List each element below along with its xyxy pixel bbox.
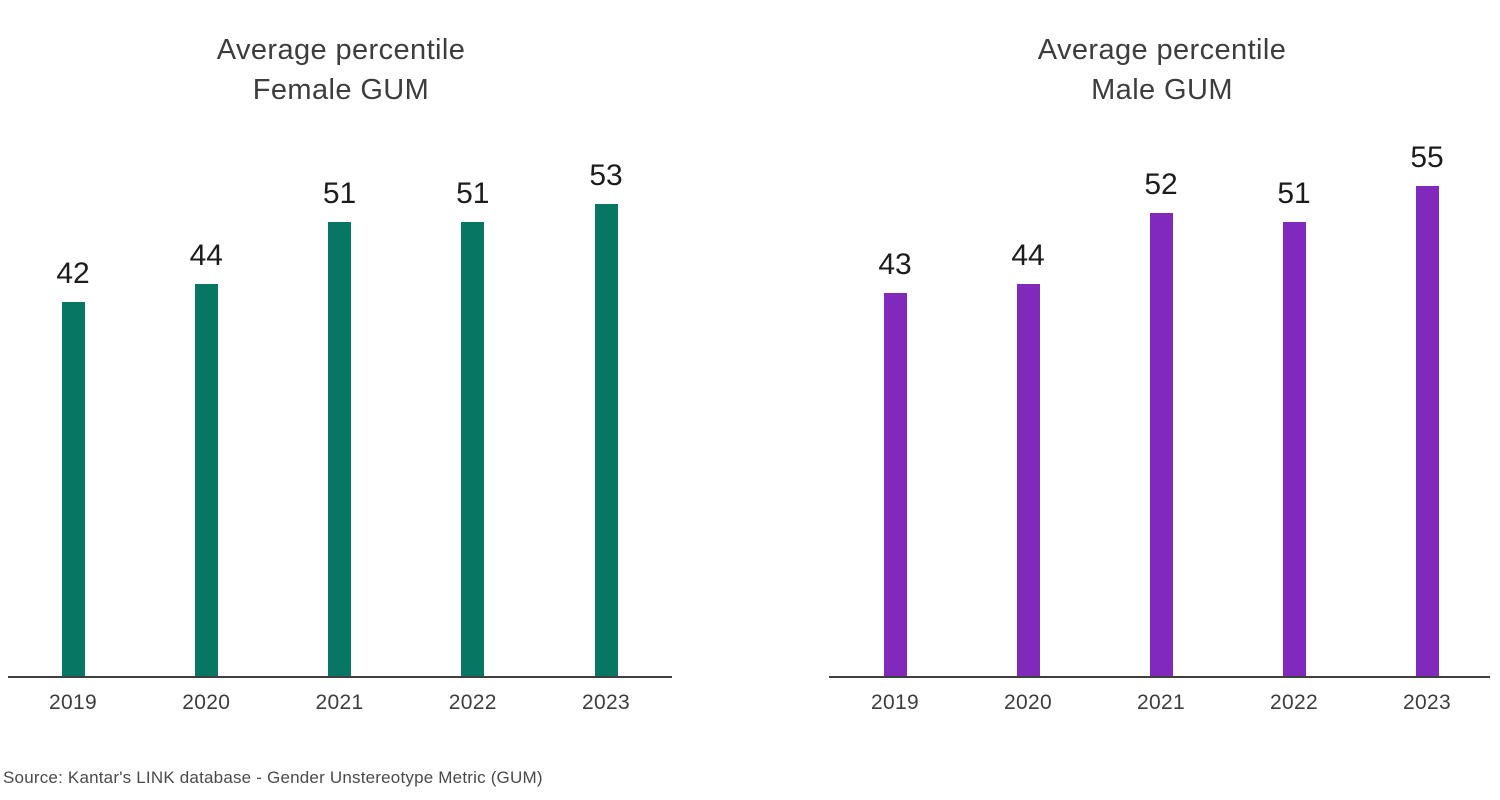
male-value-label-2023: 55: [1410, 141, 1444, 174]
female-value-label-2019: 42: [56, 257, 90, 290]
female-x-tick-2021: 2021: [315, 691, 364, 714]
male-x-tick-2023: 2023: [1403, 691, 1451, 714]
male-gum-title-line1: Average percentile: [1037, 34, 1287, 66]
male-x-tick-2020: 2020: [1004, 691, 1052, 714]
female-bar-2019: [61, 302, 85, 677]
male-value-label-2021: 52: [1144, 168, 1178, 201]
male-x-tick-2021: 2021: [1137, 691, 1185, 714]
female-value-label-2022: 51: [456, 177, 490, 210]
male-x-tick-2019: 2019: [871, 691, 919, 714]
source-note: Source: Kantar's LINK database - Gender …: [3, 768, 543, 787]
male-bar-2020: [1016, 284, 1040, 677]
female-gum-title-line2: Female GUM: [252, 74, 430, 106]
female-gum-chart-title: Average percentile Female GUM: [41, 30, 641, 110]
male-gum-chart-title: Average percentile Male GUM: [862, 30, 1462, 110]
female-bar-2020: [194, 284, 218, 677]
female-x-axis-line: [8, 676, 672, 678]
female-x-tick-2020: 2020: [182, 691, 231, 714]
female-gum-title-line1: Average percentile: [216, 34, 466, 66]
male-bar-2021: [1149, 213, 1173, 677]
male-gum-title-line2: Male GUM: [1091, 74, 1233, 106]
female-value-label-2021: 51: [322, 177, 357, 210]
male-x-tick-2022: 2022: [1270, 691, 1318, 714]
female-x-tick-2022: 2022: [448, 691, 497, 714]
male-value-label-2019: 43: [878, 248, 912, 281]
female-bar-2023: [594, 204, 618, 677]
female-value-label-2020: 44: [189, 239, 223, 272]
female-value-label-2023: 53: [589, 159, 623, 192]
male-value-label-2020: 44: [1011, 239, 1045, 272]
female-bar-2021: [328, 222, 351, 677]
female-bar-2022: [461, 222, 485, 677]
male-bar-2019: [883, 293, 907, 677]
male-bar-2022: [1282, 222, 1306, 677]
female-x-tick-2023: 2023: [582, 691, 630, 714]
male-bar-2023: [1415, 186, 1439, 677]
male-value-label-2022: 51: [1277, 177, 1311, 210]
female-x-tick-2019: 2019: [49, 691, 97, 714]
male-x-axis-line: [829, 676, 1490, 678]
